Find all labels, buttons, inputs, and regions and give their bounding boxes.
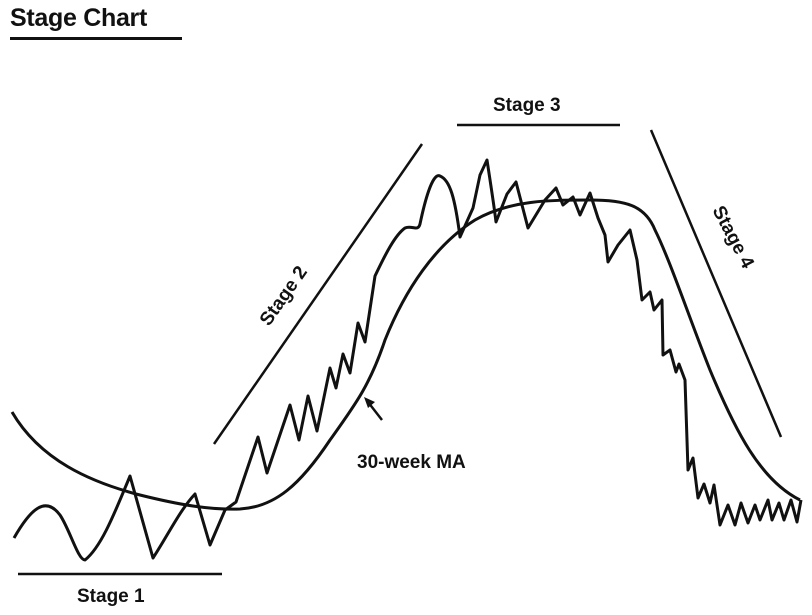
stage3-label: Stage 3 <box>493 95 561 116</box>
price-line <box>12 158 803 562</box>
stage4-label: Stage 4 <box>708 202 758 272</box>
stage2-label: Stage 2 <box>256 262 312 329</box>
ma-label: 30-week MA <box>357 452 466 473</box>
page-title: Stage Chart <box>10 4 148 32</box>
stage2-marker-line <box>212 143 424 445</box>
stage1-label: Stage 1 <box>77 586 145 607</box>
ma-arrow-head <box>364 397 375 408</box>
stage4-marker-line <box>649 129 783 438</box>
title-underline <box>10 37 182 40</box>
